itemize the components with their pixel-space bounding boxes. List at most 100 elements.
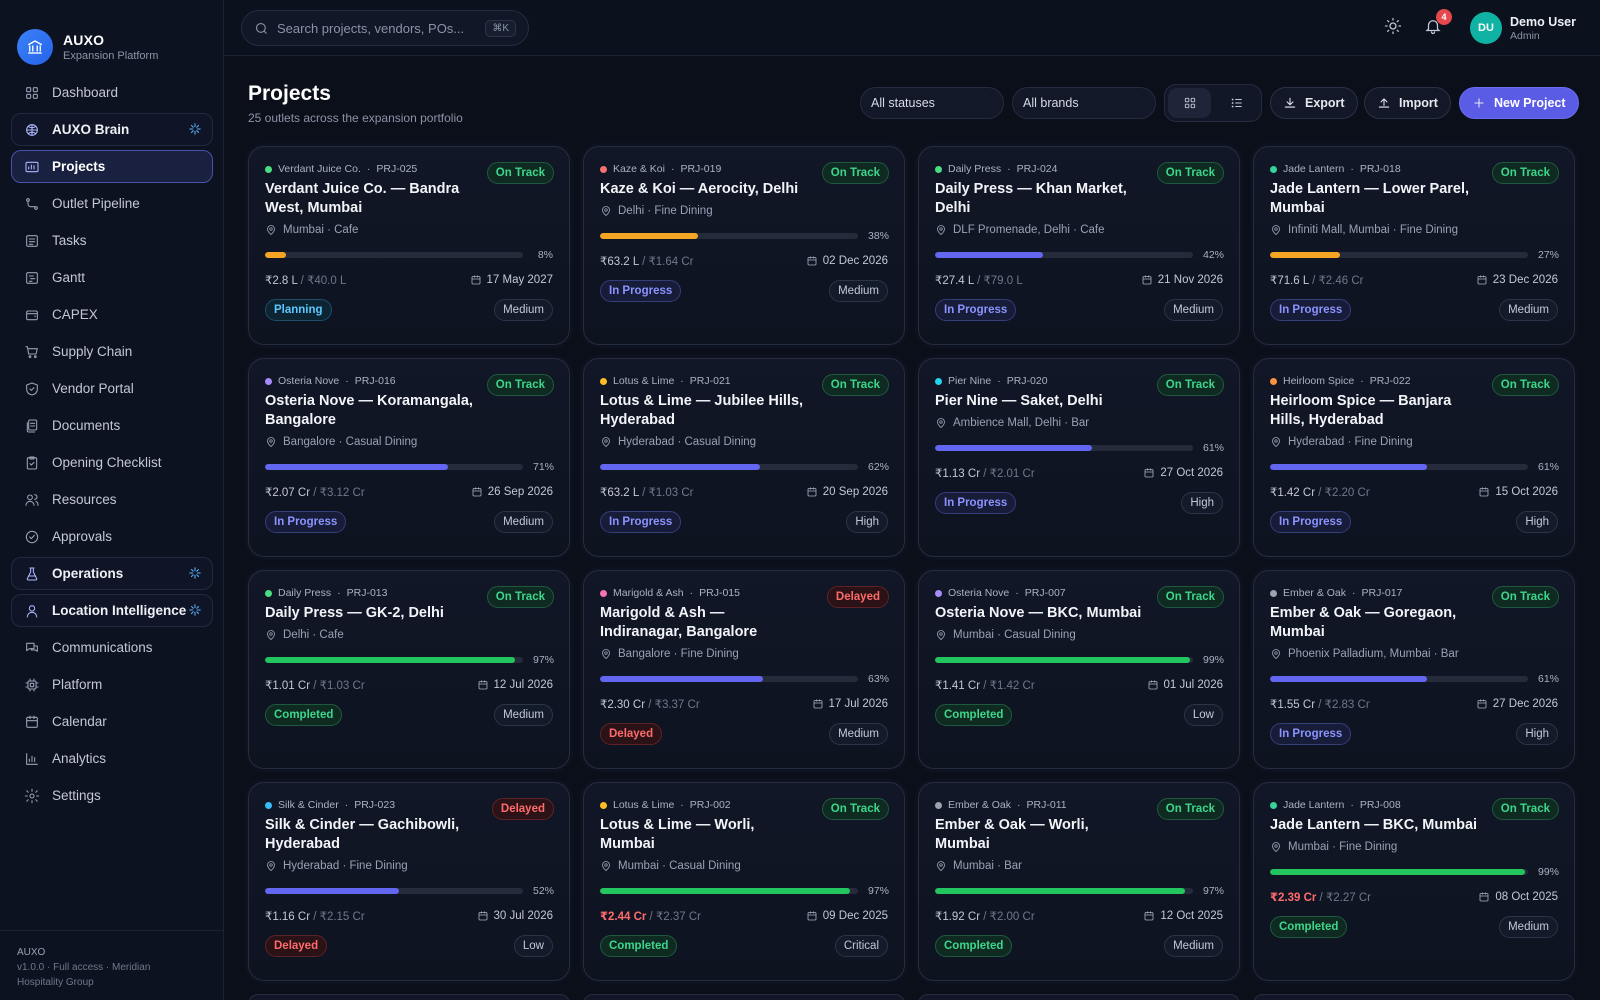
project-card[interactable]: Jade Lantern · PRJ-008 On Track Jade Lantern… <box>1253 782 1575 981</box>
priority-badge: High <box>1181 492 1223 514</box>
progress: 61% <box>935 442 1224 454</box>
project-card[interactable] <box>1253 994 1575 1000</box>
brand-dot <box>265 165 272 173</box>
project-card[interactable]: Jade Lantern · PRJ-018 On Track Jade Lantern… <box>1253 146 1575 345</box>
priority-badge: Medium <box>494 704 553 726</box>
sidebar-item-projects[interactable]: Projects <box>11 150 213 183</box>
project-card[interactable] <box>918 994 1240 1000</box>
new-project-button[interactable]: New Project <box>1459 87 1579 119</box>
notifications-button[interactable]: 4 <box>1424 9 1452 37</box>
project-card[interactable]: Daily Press · PRJ-024 On Track Daily Press —… <box>918 146 1240 345</box>
project-card[interactable]: Verdant Juice Co. · PRJ-025 On Track Verdant… <box>248 146 570 345</box>
project-card[interactable]: Ember & Oak · PRJ-011 On Track Ember & Oak —… <box>918 782 1240 981</box>
project-card[interactable]: Lotus & Lime · PRJ-021 On Track Lotus & Lime… <box>583 358 905 557</box>
card-location-text: DLF Promenade, Delhi · Cafe <box>953 224 1105 236</box>
sidebar-item-platform[interactable]: Platform <box>11 668 213 701</box>
bell-icon <box>1425 20 1441 35</box>
card-footer: In Progress High <box>1270 723 1558 745</box>
card-footer: In Progress Medium <box>600 280 888 302</box>
project-card[interactable]: Heirloom Spice · PRJ-022 On Track Heirloom S… <box>1253 358 1575 557</box>
sidebar-item-operations[interactable]: Operations <box>11 557 213 590</box>
card-title[interactable]: Heirloom Spice — Banjara Hills, Hyderaba… <box>1270 393 1452 428</box>
card-title[interactable]: Daily Press — GK-2, Delhi <box>265 605 444 621</box>
status-filter-select[interactable]: All statuses <box>860 87 1004 119</box>
card-title[interactable]: Pier Nine — Saket, Delhi <box>935 393 1103 409</box>
upload-icon <box>1378 98 1390 108</box>
card-title[interactable]: Lotus & Lime — Worli, Mumbai <box>600 817 755 852</box>
sidebar-item-communications[interactable]: Communications <box>11 631 213 664</box>
card-title[interactable]: Verdant Juice Co. — Bandra West, Mumbai <box>265 181 460 216</box>
sidebar-item-documents[interactable]: Documents <box>11 409 213 442</box>
card-location-text: Infiniti Mall, Mumbai · Fine Dining <box>1288 224 1459 236</box>
project-card[interactable]: Ember & Oak · PRJ-017 On Track Ember & Oak —… <box>1253 570 1575 769</box>
sidebar-item-auxo-brain[interactable]: AUXO Brain <box>11 113 213 146</box>
sidebar-item-dashboard[interactable]: Dashboard <box>11 76 213 109</box>
sidebar-item-settings[interactable]: Settings <box>11 779 213 812</box>
card-project-id: PRJ-013 <box>346 587 388 599</box>
card-title[interactable]: Lotus & Lime — Jubilee Hills, Hyderabad <box>600 393 804 428</box>
progress-track <box>1270 869 1528 875</box>
brand-name: AUXO <box>63 32 105 48</box>
theme-toggle-button[interactable] <box>1384 17 1404 37</box>
project-card[interactable]: Lotus & Lime · PRJ-002 On Track Lotus & Lime… <box>583 782 905 981</box>
import-button[interactable]: Import <box>1364 87 1451 119</box>
search-bar[interactable]: ⌘K <box>241 10 529 46</box>
progress-track <box>935 445 1193 451</box>
card-title[interactable]: Daily Press — Khan Market, Delhi <box>935 181 1127 216</box>
card-financials: ₹1.55 Cr / ₹2.83 Cr 27 Dec 2026 <box>1270 697 1558 711</box>
card-title[interactable]: Osteria Nove — Koramangala, Bangalore <box>265 393 473 428</box>
sidebar-item-tasks[interactable]: Tasks <box>11 224 213 257</box>
sidebar-item-approvals[interactable]: Approvals <box>11 520 213 553</box>
status-badge: In Progress <box>1270 511 1352 533</box>
sidebar-item-analytics[interactable]: Analytics <box>11 742 213 775</box>
health-badge: On Track <box>1156 162 1224 184</box>
brand-filter-select[interactable]: All brands <box>1012 87 1156 119</box>
sidebar-item-gantt[interactable]: Gantt <box>11 261 213 294</box>
card-title[interactable]: Kaze & Koi — Aerocity, Delhi <box>600 181 799 197</box>
list-view-button[interactable] <box>1215 88 1258 118</box>
project-card[interactable]: Silk & Cinder · PRJ-023 Delayed Silk & Cinde… <box>248 782 570 981</box>
map-pin-icon <box>937 225 945 236</box>
project-card[interactable]: Osteria Nove · PRJ-007 On Track Osteria Nove… <box>918 570 1240 769</box>
brand[interactable]: AUXO Expansion Platform <box>0 0 223 74</box>
project-card[interactable] <box>583 994 905 1000</box>
project-card[interactable]: Daily Press · PRJ-013 On Track Daily Press —… <box>248 570 570 769</box>
sidebar-item-opening-checklist[interactable]: Opening Checklist <box>11 446 213 479</box>
user-menu[interactable]: DU Demo User Admin <box>1470 12 1576 44</box>
card-title[interactable]: Ember & Oak — Worli, Mumbai <box>935 817 1089 852</box>
search-input[interactable] <box>277 20 477 36</box>
sidebar-item-outlet-pipeline[interactable]: Outlet Pipeline <box>11 187 213 220</box>
card-title[interactable]: Silk & Cinder — Gachibowli, Hyderabad <box>265 817 460 852</box>
card-brand: Daily Press <box>948 163 1002 175</box>
project-card[interactable]: Kaze & Koi · PRJ-019 On Track Kaze & Koi — A… <box>583 146 905 345</box>
card-title[interactable]: Osteria Nove — BKC, Mumbai <box>935 605 1142 621</box>
grid-view-button[interactable] <box>1168 88 1211 118</box>
progress-percent: 61% <box>1538 673 1560 685</box>
project-card[interactable] <box>248 994 570 1000</box>
project-card[interactable]: Osteria Nove · PRJ-016 On Track Osteria Nove… <box>248 358 570 557</box>
footer-version: v1.0.0 · Full access · Meridian <box>17 962 151 973</box>
sidebar-item-location-intelligence[interactable]: Location Intelligence <box>11 594 213 627</box>
export-button[interactable]: Export <box>1270 87 1358 119</box>
sidebar-item-calendar[interactable]: Calendar <box>11 705 213 738</box>
card-meta: Daily Press · PRJ-024 <box>935 161 1223 177</box>
budget-total: ₹2.27 Cr <box>1325 892 1371 904</box>
sidebar-item-vendor-portal[interactable]: Vendor Portal <box>11 372 213 405</box>
budget-spent: ₹1.13 Cr <box>935 468 981 480</box>
sidebar-item-resources[interactable]: Resources <box>11 483 213 516</box>
card-title[interactable]: Ember & Oak — Goregaon, Mumbai <box>1270 605 1457 640</box>
map-pin-icon <box>267 225 275 236</box>
priority-badge: Medium <box>1164 935 1223 957</box>
card-location: Mumbai · Casual Dining <box>935 629 1223 641</box>
card-title[interactable]: Jade Lantern — BKC, Mumbai <box>1270 817 1478 833</box>
card-meta: Verdant Juice Co. · PRJ-025 <box>265 161 553 177</box>
sidebar-item-capex[interactable]: CAPEX <box>11 298 213 331</box>
sidebar-item-supply-chain[interactable]: Supply Chain <box>11 335 213 368</box>
target-date: 27 Dec 2026 <box>1476 698 1558 710</box>
progress-track <box>265 252 523 258</box>
card-title[interactable]: Marigold & Ash — Indiranagar, Bangalore <box>600 605 758 640</box>
cart-icon <box>25 345 38 358</box>
card-title[interactable]: Jade Lantern — Lower Parel, Mumbai <box>1270 181 1470 216</box>
project-card[interactable]: Pier Nine · PRJ-020 On Track Pier Nine — Sak… <box>918 358 1240 557</box>
project-card[interactable]: Marigold & Ash · PRJ-015 Delayed Marigold & … <box>583 570 905 769</box>
